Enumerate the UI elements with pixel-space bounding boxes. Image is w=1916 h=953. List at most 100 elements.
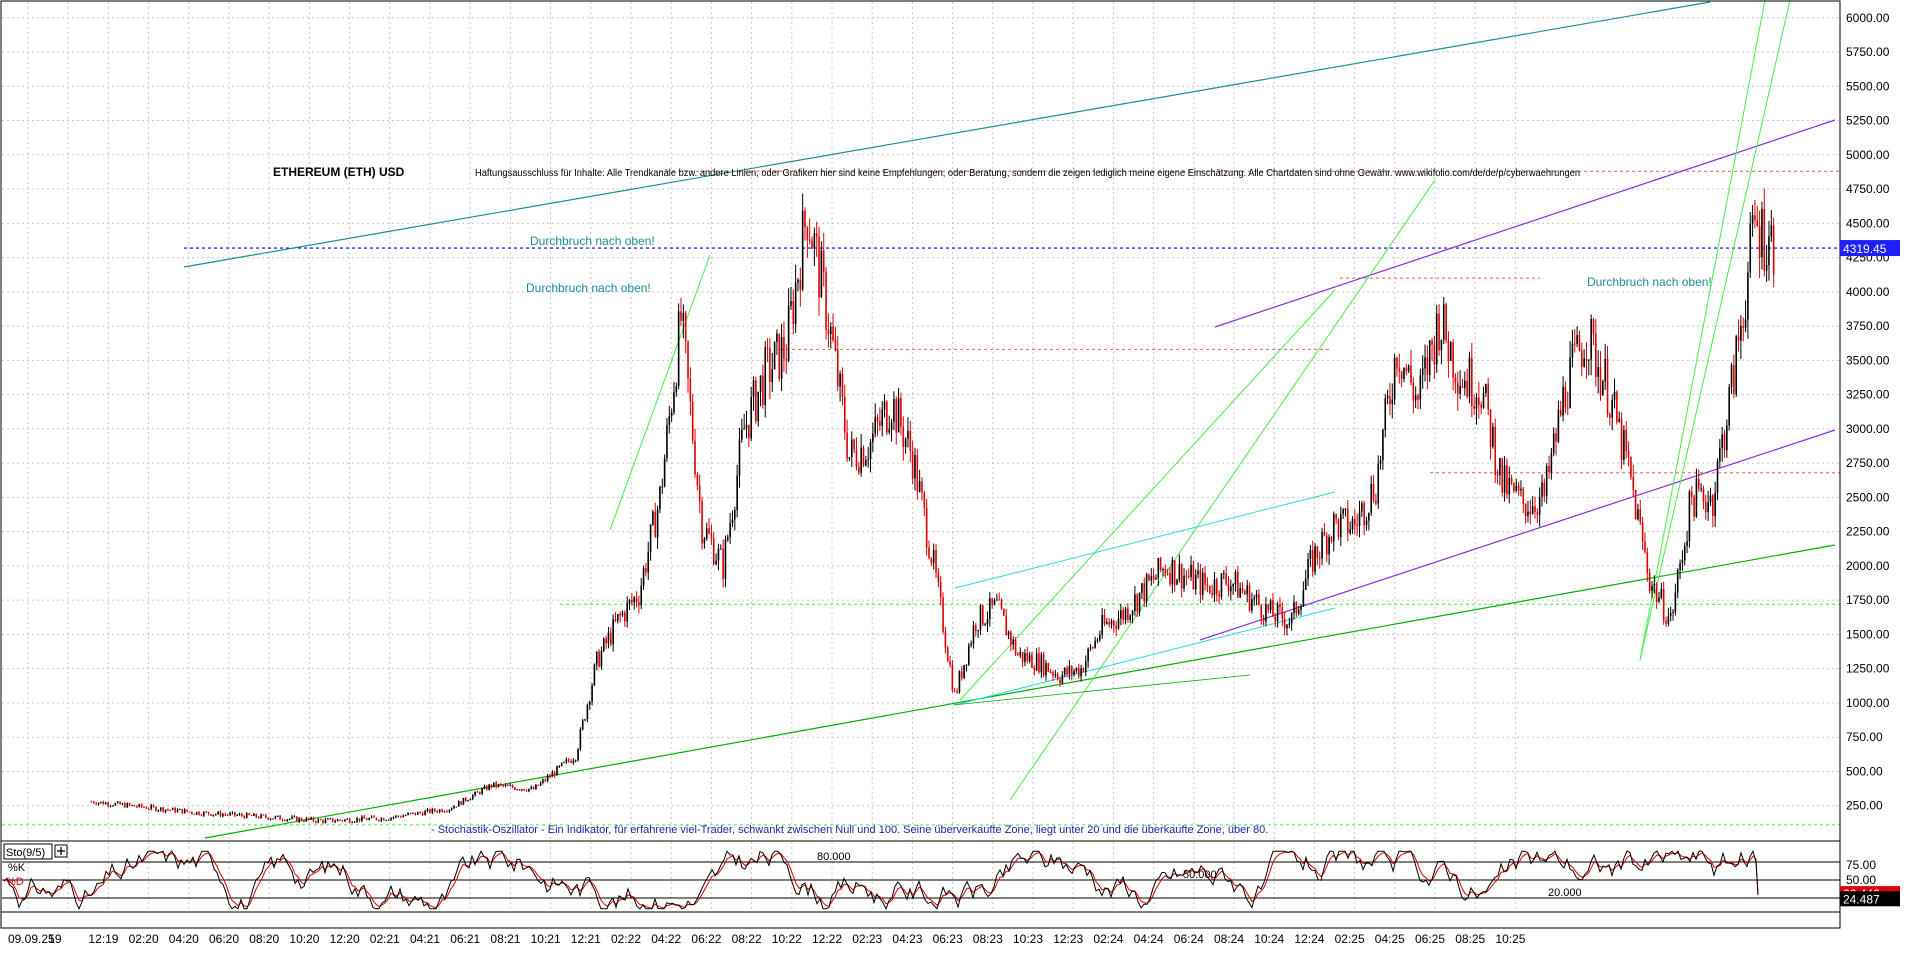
- price-candle-body: [776, 333, 778, 342]
- x-tick-label: 10:22: [772, 932, 802, 946]
- price-candle-body: [546, 775, 549, 781]
- trendline: [1214, 119, 1836, 328]
- price-candle-body: [1384, 398, 1387, 430]
- price-candle-body: [1382, 429, 1384, 461]
- price-candle-body: [595, 651, 598, 665]
- price-candle-body: [336, 819, 339, 822]
- price-candle-body: [860, 447, 862, 473]
- stoch-d-value-tag: [1840, 891, 1900, 907]
- price-candle-body: [1386, 396, 1389, 399]
- price-candle-body: [951, 664, 954, 691]
- price-candle-body: [722, 548, 724, 579]
- price-candle-body: [1335, 514, 1337, 520]
- price-candle-body: [1583, 358, 1585, 367]
- price-candle-body: [402, 815, 405, 818]
- price-candle-body: [267, 817, 269, 820]
- price-candle-body: [516, 789, 519, 791]
- price-candle-body: [399, 816, 402, 818]
- price-candle-body: [1077, 667, 1080, 677]
- price-candle-body: [121, 803, 124, 805]
- price-candle-body: [921, 481, 923, 493]
- price-candle-body: [1274, 616, 1277, 622]
- price-candle-body: [368, 818, 370, 820]
- stochastic-d-line: [3, 851, 1759, 909]
- x-tick-label: 02:22: [611, 932, 641, 946]
- price-candle-body: [624, 612, 626, 622]
- price-candle-body: [1162, 568, 1164, 571]
- price-candle-body: [1201, 572, 1204, 595]
- price-candle-body: [858, 466, 860, 473]
- price-candle-body: [1492, 426, 1494, 447]
- price-candle-body: [904, 438, 907, 448]
- y-tick-label: 2000.00: [1846, 559, 1890, 573]
- price-candle-body: [886, 401, 888, 433]
- price-candle-body: [778, 333, 781, 379]
- price-candle-body: [1047, 663, 1050, 672]
- price-candle-body: [404, 815, 407, 817]
- price-candle-body: [1414, 395, 1417, 401]
- price-candle-body: [128, 803, 131, 806]
- price-candle-body: [694, 440, 696, 475]
- price-candle-body: [361, 816, 363, 822]
- price-candle-body: [236, 814, 239, 816]
- price-candle-body: [750, 396, 752, 439]
- price-candle-body: [1763, 209, 1766, 271]
- price-candle-body: [937, 572, 940, 583]
- price-candle-body: [726, 536, 729, 540]
- price-candle-body: [1749, 223, 1752, 273]
- price-candle-body: [1368, 512, 1370, 521]
- price-candle-body: [1744, 319, 1747, 328]
- price-candle-body: [1089, 647, 1092, 649]
- price-candle-body: [1087, 648, 1089, 662]
- price-candle-body: [953, 690, 956, 692]
- price-candle-body: [1038, 653, 1040, 673]
- price-candle-body: [502, 784, 504, 786]
- price-candle-body: [1681, 560, 1684, 564]
- price-candle-body: [846, 432, 848, 459]
- price-candle-body: [1302, 590, 1305, 607]
- stoch-y-tick-label: 75.00: [1846, 858, 1876, 872]
- price-candle-body: [1536, 512, 1539, 515]
- x-tick-label: 06:22: [691, 932, 721, 946]
- price-candle-body: [1021, 652, 1024, 662]
- expand-panel-icon[interactable]: [54, 844, 68, 858]
- price-candle-body: [1733, 365, 1735, 395]
- price-candle-body: [1082, 668, 1085, 672]
- price-candle-body: [1513, 482, 1515, 491]
- price-candle-body: [124, 803, 126, 808]
- price-candle-body: [1199, 570, 1202, 595]
- y-tick-label: 500.00: [1846, 764, 1883, 778]
- price-candle-body: [696, 474, 699, 486]
- price-candle-body: [1609, 414, 1611, 418]
- price-candle-body: [90, 801, 93, 803]
- price-candle-body: [1028, 654, 1031, 662]
- price-candle-body: [939, 582, 942, 598]
- price-candle-body: [92, 801, 95, 804]
- price-candle-body: [1585, 358, 1588, 361]
- price-candle-body: [843, 397, 846, 433]
- price-candle-body: [914, 455, 916, 479]
- price-candle-body: [1372, 484, 1375, 501]
- price-candle-body: [647, 551, 650, 573]
- price-candle-body: [1426, 357, 1429, 376]
- price-candle-body: [801, 210, 804, 290]
- x-tick-label: 06:23: [933, 932, 963, 946]
- price-candle-body: [1145, 574, 1148, 602]
- price-candle-body: [453, 806, 455, 809]
- trendline: [204, 544, 1836, 839]
- price-candle-body: [881, 409, 884, 426]
- price-candle-body: [1347, 508, 1349, 534]
- price-candle-body: [1031, 654, 1033, 668]
- x-tick-label: 10:21: [531, 932, 561, 946]
- price-candle-body: [551, 772, 554, 777]
- price-candle-body: [1148, 574, 1150, 581]
- price-candle-body: [327, 818, 329, 820]
- price-candle-body: [813, 233, 816, 249]
- y-tick-label: 6000.00: [1846, 11, 1890, 25]
- price-candle-body: [1183, 575, 1185, 589]
- price-candle-body: [1398, 368, 1401, 372]
- price-candle-body: [598, 651, 600, 667]
- price-candle-body: [497, 784, 500, 787]
- price-candle-body: [1695, 478, 1698, 517]
